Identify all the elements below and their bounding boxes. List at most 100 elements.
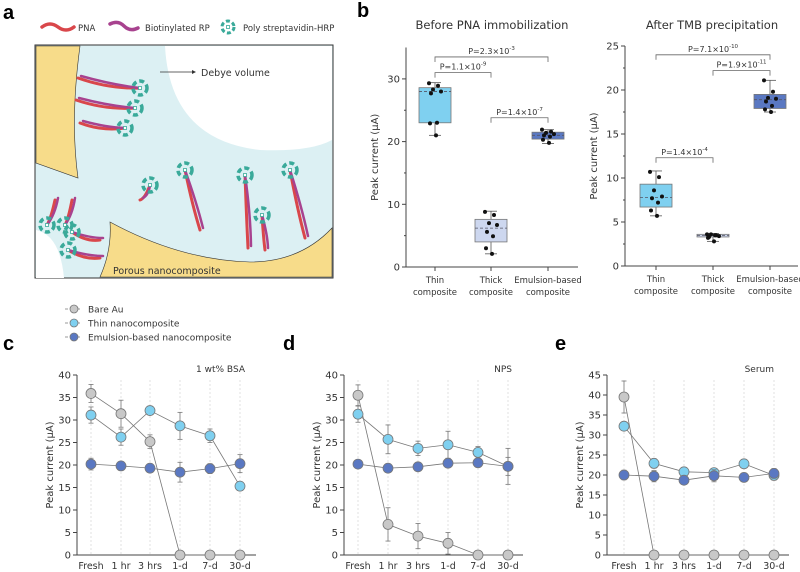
x-tick-label: 7-d <box>470 561 486 572</box>
y-tick-label: 0 <box>332 551 338 562</box>
y-tick-label: 15 <box>606 130 619 141</box>
data-point <box>656 200 660 205</box>
data-point <box>618 391 630 403</box>
data-point <box>485 229 489 234</box>
legend-poly-streptavidin-hrp: Poly streptavidin-HRP <box>243 24 334 34</box>
y-tick-label: 35 <box>58 393 71 404</box>
series-line <box>90 393 240 556</box>
panel-label-a: a <box>3 2 15 24</box>
streptavidin-hrp-icon <box>220 19 236 35</box>
x-tick-label: 30-d <box>497 561 519 572</box>
x-tick-label: 7-d <box>202 561 218 572</box>
chart-c: 0 5 10 15 20 25 30 35 40 Peak current (µA) 1 wt% B… <box>45 365 256 572</box>
data-point <box>657 175 661 180</box>
data-point <box>204 430 216 442</box>
x-tick-label: Fresh <box>345 561 370 572</box>
streptavidin-hrp <box>141 176 159 194</box>
y-tick-label: 15 <box>325 483 338 494</box>
data-point <box>655 213 659 218</box>
data-point <box>708 470 720 482</box>
y-tick-label: 10 <box>58 506 71 517</box>
data-point <box>549 129 553 134</box>
data-point <box>85 458 97 470</box>
data-point <box>768 549 780 561</box>
significance-bracket <box>434 56 549 62</box>
data-point <box>412 530 424 542</box>
data-point <box>434 133 438 138</box>
biotinylated-rp-strand <box>66 248 105 258</box>
illustration-panel-a: PNA Biotinylated RP Poly streptavidin-HR… <box>34 19 334 279</box>
p-value-label: P=1.9×10-11 <box>716 60 766 70</box>
series-line <box>90 463 241 473</box>
p-value-text: P=1.4×10 <box>496 108 537 117</box>
y-tick-label: 35 <box>325 393 338 404</box>
data-point <box>738 549 750 561</box>
data-point <box>713 233 717 238</box>
data-point <box>144 436 156 448</box>
data-point <box>648 457 660 469</box>
legend-marker-thin <box>69 318 79 328</box>
data-point <box>762 78 766 83</box>
streptavidin-hrp <box>281 161 299 179</box>
illustration-legend: PNA Biotinylated RP Poly streptavidin-HR… <box>40 19 334 35</box>
arrowhead-icon <box>192 70 196 74</box>
data-point <box>770 103 774 108</box>
y-tick-label: 40 <box>588 391 601 402</box>
bulk-region-left <box>36 230 64 278</box>
chart-title: After TMB precipitation <box>646 18 778 32</box>
significance-bracket <box>655 54 771 60</box>
data-point <box>234 549 246 561</box>
data-point <box>431 87 435 92</box>
data-point <box>648 549 660 561</box>
data-point <box>412 461 424 473</box>
data-point <box>648 470 660 482</box>
condition-annotation: Serum <box>745 365 774 375</box>
y-tick-label: 15 <box>588 491 601 502</box>
condition-annotation: NPS <box>494 365 512 375</box>
x-tick-label: Emulsion-based <box>514 276 582 286</box>
y-tick-label: 10 <box>387 200 400 211</box>
p-value-text: P=1.1×10 <box>440 63 481 72</box>
x-tick-label: 1-d <box>440 561 456 572</box>
data-point <box>234 480 246 492</box>
data-point <box>618 469 630 481</box>
x-tick-label: composite <box>634 287 678 297</box>
data-point <box>174 549 186 561</box>
condition-annotation: 1 wt% BSA <box>196 365 246 375</box>
y-tick-label: 25 <box>606 42 619 53</box>
chart-title: Before PNA immobilization <box>416 18 569 32</box>
chart-d: 0 5 10 15 20 25 30 35 40 Peak current (µA) NPS Fres… <box>312 365 523 572</box>
data-point <box>548 134 552 139</box>
data-point <box>174 466 186 478</box>
data-point <box>115 408 127 420</box>
streptavidin-hrp <box>116 119 134 137</box>
y-tick-label: 10 <box>325 506 338 517</box>
series-line <box>623 473 775 481</box>
y-tick-label: 20 <box>325 461 338 472</box>
data-point <box>490 251 494 256</box>
data-point <box>442 439 454 451</box>
data-point <box>678 474 690 486</box>
panel-label-e: e <box>555 333 566 355</box>
p-value-label: P=1.4×10-4 <box>661 147 708 157</box>
y-tick-label: 40 <box>58 371 71 382</box>
series-thin <box>85 405 246 492</box>
data-point <box>768 467 780 479</box>
data-point <box>774 96 778 101</box>
series-bare <box>85 384 246 561</box>
x-tick-label: 3 hrs <box>138 561 162 572</box>
y-tick-label: 10 <box>606 174 619 185</box>
series-line <box>357 413 509 467</box>
x-tick-label: 7-d <box>736 561 752 572</box>
series-emulsion <box>352 456 514 476</box>
biotinylated-rp-icon <box>108 20 140 32</box>
data-point <box>650 196 654 201</box>
data-point <box>352 408 364 420</box>
x-tick-label: 1 hr <box>379 561 398 572</box>
significance-bracket <box>712 70 771 76</box>
p-value-text: P=1.9×10 <box>716 61 757 70</box>
y-axis-label: Peak current (µA) <box>589 112 600 199</box>
y-axis-label: Peak current (µA) <box>575 421 586 508</box>
y-tick-label: 20 <box>606 86 619 97</box>
